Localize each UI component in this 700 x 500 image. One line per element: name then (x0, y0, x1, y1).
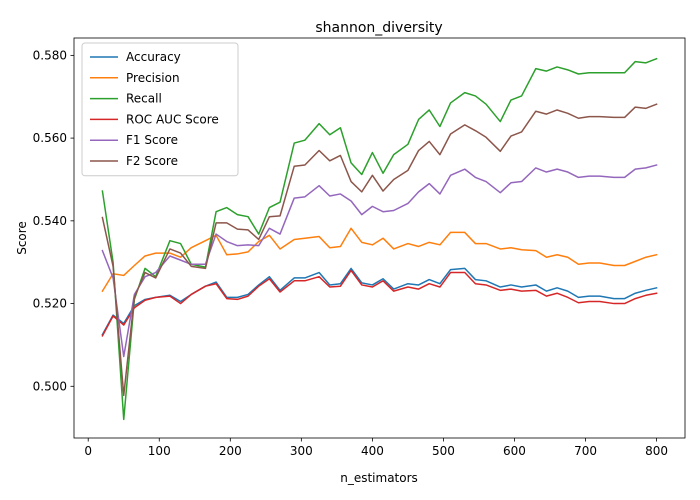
x-tick-label: 200 (219, 444, 242, 458)
series-line-f2-score (101, 103, 658, 397)
y-tick-label: 0.520 (33, 297, 67, 311)
legend: Accuracy Precision Recall ROC AUC Score F1 S… (81, 42, 239, 177)
y-tick-label: 0.540 (33, 214, 67, 228)
y-tick-label: 0.580 (33, 48, 67, 62)
axes-frame (73, 37, 686, 439)
legend-label: F2 Score (126, 154, 178, 168)
x-axis-label: n_estimators (340, 471, 418, 485)
legend-box (81, 42, 239, 177)
y-tick-label: 0.500 (33, 379, 67, 393)
legend-label: Recall (126, 92, 162, 106)
x-tick-label: 700 (574, 444, 597, 458)
legend-label: Precision (126, 71, 180, 85)
x-tick-label: 500 (432, 444, 455, 458)
y-axis-label: Score (15, 221, 29, 255)
chart-title: shannon_diversity (315, 20, 442, 36)
legend-label: Accuracy (126, 50, 181, 64)
series-line-f1-score (101, 164, 658, 358)
y-tick-label: 0.560 (33, 131, 67, 145)
x-tick-label: 800 (645, 444, 668, 458)
x-tick-label: 400 (361, 444, 384, 458)
x-axis: 0 100 200 300 400 500 600 700 800 (84, 438, 668, 458)
legend-label: ROC AUC Score (126, 112, 219, 126)
x-tick-label: 0 (84, 444, 92, 458)
legend-label: F1 Score (126, 133, 178, 147)
x-tick-label: 600 (503, 444, 526, 458)
series-line-precision (101, 227, 658, 293)
x-tick-label: 100 (148, 444, 171, 458)
series-layer (101, 57, 658, 421)
y-axis: 0.500 0.520 0.540 0.560 0.580 (33, 48, 74, 393)
series-line-roc-auc-score (101, 269, 658, 337)
x-tick-label: 300 (290, 444, 313, 458)
